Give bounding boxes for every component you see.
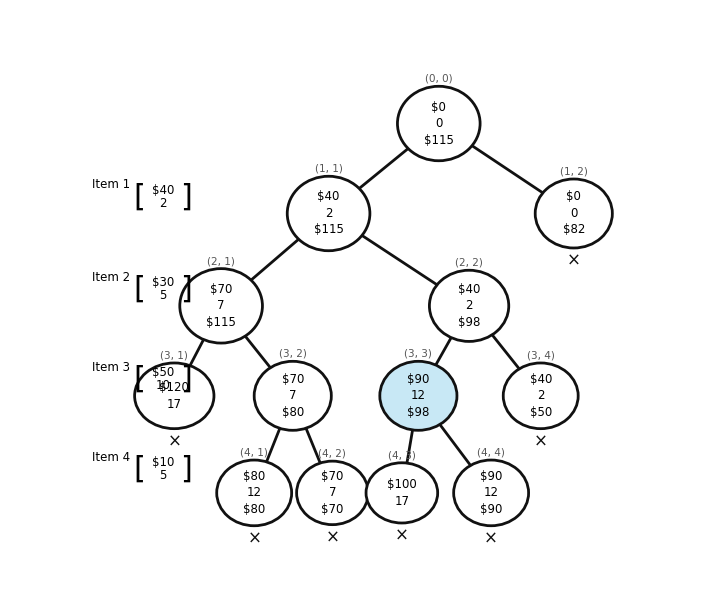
Text: (4, 4): (4, 4) (477, 448, 505, 458)
Text: 2: 2 (159, 197, 166, 210)
Text: $10: $10 (151, 456, 174, 469)
Text: Item 3: Item 3 (92, 360, 129, 373)
Text: Item 2: Item 2 (92, 271, 129, 284)
Text: $100
17: $100 17 (387, 478, 417, 507)
Text: $0
0
$115: $0 0 $115 (424, 100, 454, 146)
Text: $40
2
$98: $40 2 $98 (458, 283, 480, 329)
Text: [: [ (134, 183, 146, 212)
Text: (4, 2): (4, 2) (319, 449, 346, 459)
Text: ×: × (167, 432, 181, 450)
Text: Item 4: Item 4 (92, 451, 129, 464)
Text: (3, 4): (3, 4) (527, 351, 555, 360)
Text: ]: ] (181, 454, 192, 484)
Text: ×: × (484, 530, 498, 547)
Ellipse shape (254, 362, 331, 430)
Text: [: [ (134, 454, 146, 484)
Ellipse shape (366, 462, 438, 523)
Text: $0
0
$82: $0 0 $82 (562, 191, 585, 237)
Text: ×: × (247, 530, 261, 547)
Text: [: [ (134, 275, 146, 304)
Text: $70
7
$70: $70 7 $70 (321, 470, 343, 516)
Text: Item 1: Item 1 (92, 178, 129, 191)
Ellipse shape (296, 461, 368, 525)
Text: (1, 1): (1, 1) (315, 164, 343, 174)
Ellipse shape (397, 86, 480, 161)
Text: (3, 2): (3, 2) (279, 349, 306, 359)
Text: ]: ] (181, 183, 192, 212)
Text: 5: 5 (159, 290, 166, 303)
Text: [: [ (134, 365, 146, 394)
Text: (1, 2): (1, 2) (560, 167, 588, 177)
Ellipse shape (217, 460, 292, 526)
Ellipse shape (535, 179, 612, 248)
Ellipse shape (380, 362, 457, 430)
Ellipse shape (287, 177, 370, 251)
Text: 10: 10 (155, 379, 170, 392)
Ellipse shape (134, 363, 214, 429)
Text: (2, 2): (2, 2) (455, 258, 483, 268)
Text: $30: $30 (151, 276, 173, 289)
Text: (3, 1): (3, 1) (161, 351, 188, 360)
Text: ×: × (567, 252, 581, 270)
Text: $40: $40 (151, 184, 174, 197)
Ellipse shape (454, 460, 528, 526)
Text: ×: × (534, 432, 547, 450)
Text: $40
2
$50: $40 2 $50 (530, 373, 552, 419)
Text: (4, 1): (4, 1) (240, 448, 268, 458)
Text: $90
12
$90: $90 12 $90 (480, 470, 502, 516)
Ellipse shape (180, 269, 262, 343)
Text: $120
17: $120 17 (159, 381, 189, 411)
Text: (0, 0): (0, 0) (425, 74, 453, 84)
Text: ×: × (395, 527, 409, 545)
Text: (4, 3): (4, 3) (388, 450, 416, 461)
Text: ×: × (326, 528, 339, 547)
Text: 5: 5 (159, 469, 166, 482)
Text: ]: ] (181, 275, 192, 304)
Text: ]: ] (181, 365, 192, 394)
Text: $70
7
$80: $70 7 $80 (282, 373, 304, 419)
Ellipse shape (429, 270, 509, 341)
Text: (2, 1): (2, 1) (207, 256, 235, 266)
Text: $70
7
$115: $70 7 $115 (206, 283, 236, 329)
Text: $80
12
$80: $80 12 $80 (243, 470, 265, 516)
Text: $90
12
$98: $90 12 $98 (407, 373, 429, 419)
Text: (3, 3): (3, 3) (405, 349, 432, 359)
Text: $50: $50 (151, 366, 173, 379)
Text: $40
2
$115: $40 2 $115 (314, 191, 343, 237)
Ellipse shape (503, 363, 578, 429)
